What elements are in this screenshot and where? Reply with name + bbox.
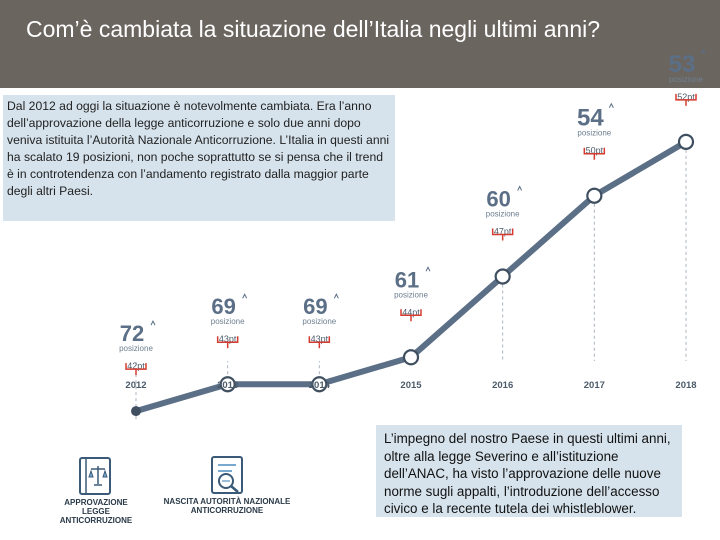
value-bracket-2017: [583, 147, 606, 155]
intro-text: Dal 2012 ad oggi la situazione è notevol…: [7, 99, 390, 198]
rank-caret-2012: [150, 320, 156, 326]
x-tick-2017: 2017: [584, 380, 605, 391]
page-title: Com’è cambiata la situazione dell’Italia…: [26, 16, 601, 42]
value-label-2014: 43pt: [311, 334, 329, 344]
x-tick-2015: 2015: [400, 380, 422, 391]
rank-caret-2018: [700, 48, 706, 55]
x-tick-2012: 2012: [125, 380, 146, 391]
rank-label-2016: 60: [486, 187, 510, 212]
rank-caret-2013: [242, 293, 248, 299]
rank-caret-2017: [608, 102, 614, 108]
document-magnifier-icon: [211, 456, 243, 494]
data-point-2015: [402, 349, 420, 366]
x-tick-2013: 2013: [217, 380, 238, 391]
rank-caret-2014: [333, 293, 339, 299]
rank-label-2013: 69: [211, 294, 235, 319]
rank-label-2015: 61: [395, 267, 419, 292]
value-label-2016: 47pt: [494, 227, 512, 237]
chart-points: [131, 133, 695, 417]
rank-caret-2015: [425, 266, 431, 272]
value-bracket-2018: [675, 93, 697, 101]
bottom-info-box: L’impegno del nostro Paese in questi ult…: [376, 425, 682, 517]
data-point-2016: [494, 268, 511, 285]
bottom-info-text: L’impegno del nostro Paese in questi ult…: [384, 431, 671, 516]
data-point-2018: [677, 133, 695, 150]
rank-caret-2016: [517, 185, 523, 191]
value-label-2018: 52pt: [677, 92, 695, 102]
data-point-2013: [219, 376, 236, 393]
rank-label-2014: 69: [303, 294, 327, 319]
x-tick-2018: 2018: [675, 380, 696, 391]
intro-box: Dal 2012 ad oggi la situazione è notevol…: [3, 95, 395, 221]
value-label-2017: 50pt: [586, 146, 604, 156]
icon-label-authority: NASCITA AUTORITÀ NAZIONALE ANTICORRUZION…: [163, 497, 291, 515]
position-word-2015: posizione: [394, 290, 428, 299]
position-word-2017: posizione: [577, 129, 611, 138]
chart-annotations: 72posizione42pt69posizione43pt69posizion…: [119, 48, 706, 376]
icon-label-law: APPROVAZIONE LEGGE ANTICORRUZIONE: [59, 498, 133, 525]
position-word-2016: posizione: [486, 210, 520, 219]
title-bar: Com’è cambiata la situazione dell’Italia…: [0, 0, 720, 88]
data-point-2014: [311, 376, 328, 393]
data-point-2012: [131, 406, 141, 417]
value-bracket-2013: [216, 336, 239, 343]
law-book-scales-icon: [79, 457, 111, 495]
value-label-2012: 42pt: [127, 361, 145, 371]
x-tick-2014: 2014: [309, 380, 331, 391]
x-axis-ticks: 2012 2013 2014 2015 2016 2017 2018: [125, 380, 696, 391]
data-point-2017: [586, 187, 603, 204]
position-word-2018: posizione: [669, 75, 703, 84]
value-label-2015: 44pt: [402, 307, 420, 317]
rank-label-2017: 54: [577, 105, 604, 132]
position-word-2013: posizione: [211, 317, 245, 326]
x-tick-2016: 2016: [492, 380, 513, 391]
rank-label-2012: 72: [120, 321, 144, 346]
value-label-2013: 43pt: [219, 334, 237, 344]
position-word-2014: posizione: [302, 317, 336, 326]
rank-label-2018: 53: [669, 51, 696, 78]
value-bracket-2014: [308, 336, 331, 343]
position-word-2012: posizione: [119, 344, 153, 353]
